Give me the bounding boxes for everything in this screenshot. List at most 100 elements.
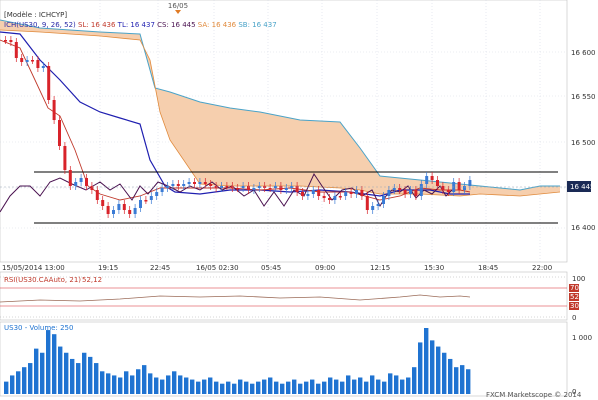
rsi-tick: 100	[572, 275, 585, 283]
candle	[252, 188, 256, 190]
rsi-indicator: RSI(US30.CAAuto, 21) 52,12 100 70 52 30 …	[0, 275, 585, 322]
time-axis: 15/05/2014 13:00 19:15 22:45 16/05 02:30…	[2, 264, 552, 272]
candle	[403, 190, 407, 194]
rsi-tag-30: 30	[569, 302, 579, 310]
volume-bar	[16, 371, 21, 394]
candle	[155, 192, 159, 196]
volume-bar	[268, 377, 273, 394]
chart-header: [Modèle : ICHCYP] ICH(US30, 9, 26, 52) S…	[4, 11, 277, 29]
legend-item: SB: 16 437	[236, 21, 277, 29]
price-axis: 16 600 16 550 16 500 16 400	[571, 49, 596, 232]
legend-item: CS: 16 445	[155, 21, 196, 29]
volume-bar	[436, 346, 441, 394]
volume-bar	[214, 381, 219, 394]
volume-bar	[136, 369, 141, 394]
current-price-value: 16 445	[570, 183, 595, 191]
legend-item: ICH(US30, 9, 26, 52)	[4, 21, 76, 29]
volume-bar	[418, 342, 423, 394]
volume-bar	[46, 330, 51, 394]
time-label: 09:00	[315, 264, 335, 272]
volume-bar	[346, 375, 351, 394]
volume-bar	[94, 363, 99, 394]
volume-bar	[28, 363, 33, 394]
candle	[236, 188, 240, 190]
volume-bar	[406, 377, 411, 394]
candle	[387, 190, 391, 196]
price-tick: 16 400	[571, 224, 596, 232]
candle	[149, 196, 153, 200]
rsi-tick: 0	[572, 314, 576, 322]
candle	[317, 190, 321, 196]
candle	[306, 194, 310, 196]
tenkan-sen-line	[0, 39, 471, 201]
candle	[247, 186, 250, 190]
volume-bar	[328, 377, 333, 394]
candle	[144, 200, 148, 202]
volume-label: US30 - Volume: 250	[4, 324, 73, 332]
candle	[344, 192, 348, 196]
candle	[58, 120, 61, 146]
candle	[182, 184, 186, 186]
volume-bar	[208, 377, 213, 394]
candle	[25, 60, 29, 62]
time-label: 12:15	[370, 264, 390, 272]
candle	[106, 206, 110, 214]
candle	[425, 176, 429, 184]
volume-bar	[262, 379, 267, 394]
volume-bar	[364, 381, 369, 394]
candle	[193, 182, 196, 184]
candle	[52, 100, 56, 120]
candle	[274, 186, 277, 188]
volume-bar	[196, 381, 201, 394]
kumo-cloud	[0, 20, 560, 196]
volume-bar	[358, 377, 363, 394]
candle	[446, 190, 450, 192]
time-label: 15:30	[424, 264, 444, 272]
volume-labels: US30 - Volume: 250 1 000 0 FXCM Marketsc…	[4, 324, 592, 399]
volume-bar	[310, 379, 315, 394]
candle	[268, 188, 272, 190]
volume-bar	[70, 358, 75, 394]
candle	[63, 146, 67, 170]
candle	[311, 190, 315, 194]
volume-bar	[106, 373, 111, 394]
candle	[414, 190, 418, 196]
candle	[166, 186, 169, 188]
price-tick: 16 500	[571, 139, 596, 147]
candle	[355, 190, 358, 194]
chikou-span-line	[0, 172, 453, 213]
svg-text:30: 30	[570, 302, 579, 310]
volume-bar	[466, 369, 471, 394]
candle	[295, 186, 299, 192]
candle	[279, 186, 283, 190]
candle	[187, 182, 191, 184]
rsi-line	[0, 294, 471, 303]
volume-bar	[460, 365, 465, 394]
price-tick: 16 550	[571, 93, 596, 101]
volume-bar	[34, 348, 39, 394]
time-label: 16/05 02:30	[196, 264, 239, 272]
candle	[349, 192, 353, 194]
indicator-legend: ICH(US30, 9, 26, 52) SL: 16 436 TL: 16 4…	[4, 21, 277, 29]
volume-bar	[292, 379, 297, 394]
candle	[112, 210, 115, 214]
volume-bar	[178, 375, 183, 394]
volume-bar	[424, 328, 429, 394]
candle	[122, 204, 126, 210]
volume-bar	[184, 377, 189, 394]
rsi-tag-52: 52	[569, 293, 579, 301]
candle	[328, 198, 331, 200]
volume-bar	[256, 381, 261, 394]
volume-bar	[250, 383, 255, 394]
time-label: 05:45	[261, 264, 281, 272]
volume-bar	[286, 381, 291, 394]
volume-bar	[76, 363, 81, 394]
rsi-value: 52,12	[82, 276, 102, 284]
volume-bar	[232, 383, 237, 394]
date-marker-arrow	[175, 10, 181, 14]
volume-bar	[238, 379, 243, 394]
candle	[41, 66, 45, 68]
volume-bar	[442, 352, 447, 394]
date-marker: 16/05	[168, 2, 188, 14]
